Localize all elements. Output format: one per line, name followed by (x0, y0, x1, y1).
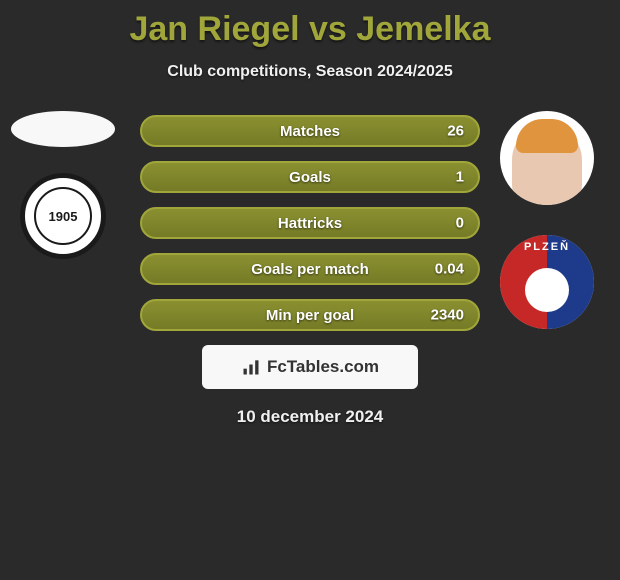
club-badge-year: 1905 (34, 187, 92, 245)
brand-box: FcTables.com (202, 345, 418, 389)
stat-bar: Matches 26 (140, 115, 480, 147)
stat-value-right: 26 (447, 123, 464, 140)
stat-bar: Goals per match 0.04 (140, 253, 480, 285)
date-label: 10 december 2024 (0, 407, 620, 427)
subtitle: Club competitions, Season 2024/2025 (0, 63, 620, 81)
player-right-club-badge: PLZEŇ (500, 235, 594, 329)
stat-value-right: 0.04 (435, 261, 464, 278)
stat-label: Goals (289, 169, 331, 186)
stat-value-right: 0 (456, 215, 464, 232)
brand-label: FcTables.com (267, 357, 379, 377)
left-player-column: 1905 (8, 111, 118, 259)
stat-value-right: 2340 (431, 307, 464, 324)
stats-bars: Matches 26 Goals 1 Hattricks 0 Goals per… (140, 111, 480, 331)
stat-bar: Hattricks 0 (140, 207, 480, 239)
stat-label: Goals per match (251, 261, 369, 278)
player-left-avatar (11, 111, 115, 147)
stat-bar: Min per goal 2340 (140, 299, 480, 331)
chart-icon (241, 357, 261, 377)
right-player-column: PLZEŇ (492, 111, 602, 329)
club-badge-label: PLZEŇ (500, 241, 594, 253)
page-title: Jan Riegel vs Jemelka (0, 0, 620, 49)
stat-label: Matches (280, 123, 340, 140)
comparison-content: 1905 PLZEŇ Matches 26 Goals 1 Hattricks … (0, 111, 620, 427)
stat-value-right: 1 (456, 169, 464, 186)
player-right-avatar (500, 111, 594, 205)
stat-label: Min per goal (266, 307, 354, 324)
stat-bar: Goals 1 (140, 161, 480, 193)
stat-label: Hattricks (278, 215, 342, 232)
player-left-club-badge: 1905 (20, 173, 106, 259)
